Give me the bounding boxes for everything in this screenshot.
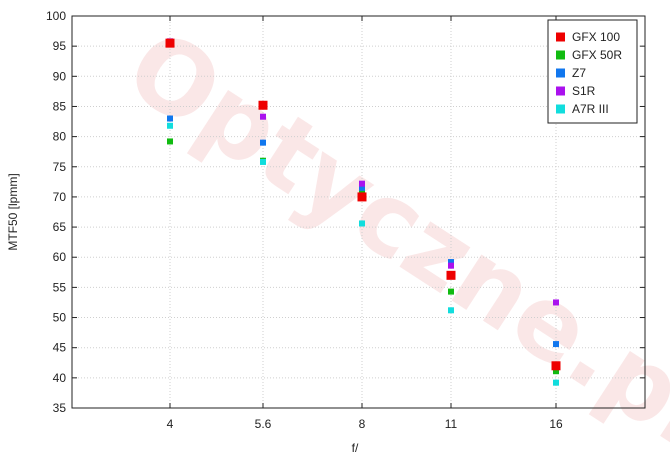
point-a7r-iii-11	[448, 307, 454, 314]
y-tick-label: 50	[53, 311, 67, 325]
legend-label-s1r: S1R	[572, 84, 596, 98]
y-tick-label: 95	[53, 39, 67, 53]
point-a7r-iii-8	[359, 220, 365, 227]
y-tick-label: 100	[46, 9, 66, 23]
point-a7r-iii-4	[167, 122, 173, 129]
y-tick-label: 90	[53, 69, 67, 83]
legend-swatch-z7	[556, 68, 565, 78]
point-z7-16	[553, 341, 559, 348]
y-tick-label: 55	[53, 280, 67, 294]
y-tick-label: 40	[53, 371, 67, 385]
series-z7	[167, 115, 559, 348]
point-z7-8	[359, 184, 365, 191]
point-z7-5-6	[260, 139, 266, 146]
legend-swatch-gfx-100	[556, 32, 565, 42]
y-tick-label: 35	[53, 401, 67, 415]
y-tick-label: 45	[53, 341, 67, 355]
y-tick-label: 80	[53, 130, 67, 144]
point-s1r-5-6	[260, 113, 266, 120]
y-tick-label: 75	[53, 160, 67, 174]
legend-swatch-gfx-50r	[556, 50, 565, 60]
point-gfx-100-11	[446, 270, 456, 280]
point-gfx-100-16	[551, 361, 561, 371]
legend-label-gfx-50r: GFX 50R	[572, 48, 622, 62]
y-tick-label: 85	[53, 99, 67, 113]
axes: 35 40 45 50 55 60 65 70 75 80 85 90 95 100 4 5.6 8 11 16	[46, 9, 645, 431]
y-axis-title: MTF50 [lpmm]	[6, 173, 20, 250]
x-tick-label: 5.6	[255, 417, 272, 431]
point-s1r-16	[553, 299, 559, 306]
series-a7r-iii	[167, 122, 559, 386]
point-z7-11	[448, 259, 454, 266]
y-tick-label: 60	[53, 250, 67, 264]
point-a7r-iii-16	[553, 379, 559, 386]
series-gfx-100	[165, 38, 561, 371]
legend-label-z7: Z7	[572, 66, 586, 80]
x-axis-title: f/	[352, 441, 359, 455]
legend-label-gfx-100: GFX 100	[572, 30, 620, 44]
point-s1r-11	[448, 262, 454, 269]
point-gfx-100-8	[357, 192, 367, 202]
point-s1r-8	[359, 180, 365, 187]
y-tick-label: 70	[53, 190, 67, 204]
point-gfx-50r-11	[448, 288, 454, 295]
plot-frame	[71, 15, 646, 409]
data-points	[165, 38, 561, 386]
point-gfx-50r-16	[553, 368, 559, 375]
point-gfx-50r-8	[359, 187, 365, 194]
point-gfx-50r-4	[167, 138, 173, 145]
x-tick-label: 16	[549, 417, 563, 431]
point-a7r-iii-5-6	[260, 158, 266, 165]
y-tick-label: 65	[53, 220, 67, 234]
point-z7-4	[167, 115, 173, 122]
legend-swatch-a7r-iii	[556, 104, 565, 114]
x-tick-label: 4	[167, 417, 174, 431]
legend-swatch-s1r	[556, 86, 565, 96]
legend: GFX 100 GFX 50R Z7 S1R A7R III	[547, 19, 638, 124]
legend-label-a7r-iii: A7R III	[572, 102, 609, 116]
point-gfx-100-5-6	[258, 100, 268, 110]
point-gfx-100-4	[165, 38, 175, 48]
x-tick-label: 11	[445, 417, 458, 431]
x-tick-label: 8	[359, 417, 366, 431]
